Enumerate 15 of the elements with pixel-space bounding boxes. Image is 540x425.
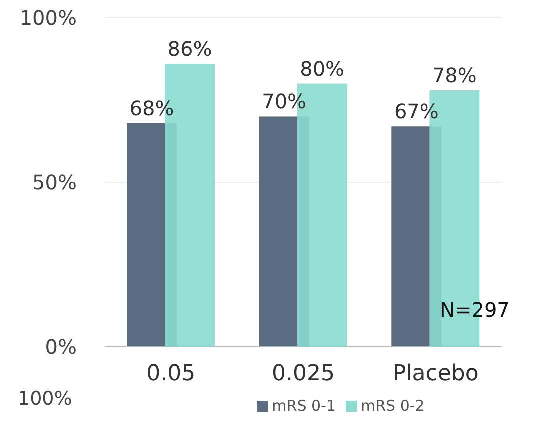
legend-label: mRS 0-1 [272, 397, 336, 415]
data-label: 80% [300, 56, 345, 81]
x-tick-label: 0.025 [272, 362, 335, 387]
x-tick-label: 0.05 [146, 362, 196, 387]
data-label: 68% [130, 96, 174, 120]
legend-label: mRS 0-2 [361, 397, 425, 415]
x-tick-label: Placebo [392, 362, 479, 387]
data-label: 67% [394, 100, 439, 124]
data-label: 70% [262, 90, 307, 114]
annotation: N=297 [440, 298, 510, 322]
data-label: 78% [432, 63, 477, 88]
y-tick-label: 0% [45, 335, 77, 360]
data-label: 86% [168, 37, 212, 62]
y-tick-label: 100% [20, 6, 77, 30]
y-tick-label: 50% [32, 170, 77, 195]
